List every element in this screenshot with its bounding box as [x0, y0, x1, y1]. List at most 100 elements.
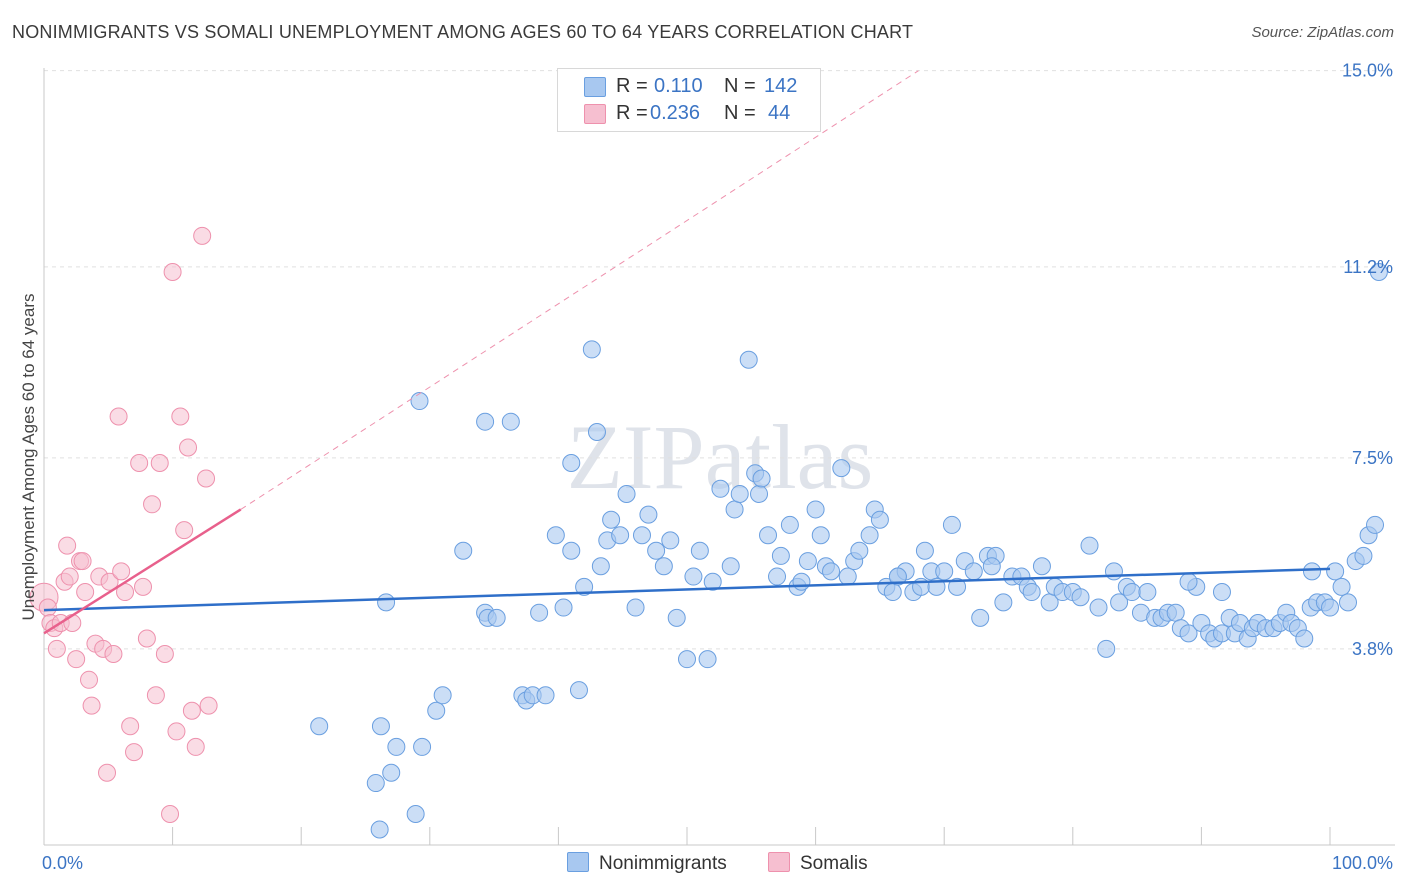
somalis-point: [130, 453, 149, 472]
somalis-point: [143, 495, 162, 514]
nonimmigrants-point: [1110, 593, 1129, 612]
somalis-point: [146, 686, 165, 705]
x-tick-label: 0.0%: [42, 853, 83, 873]
somalis-point: [175, 521, 194, 540]
trend-lines: [43, 70, 1331, 635]
somalis-point: [47, 639, 66, 658]
somalis-point: [82, 696, 101, 715]
somalis-point: [167, 722, 186, 741]
nonimmigrants-points: [310, 262, 1388, 839]
somalis-point: [179, 438, 198, 457]
nonimmigrants-point: [1022, 583, 1041, 602]
nonimmigrants-point: [575, 577, 594, 596]
nonimmigrants-point: [838, 567, 857, 586]
somalis-point: [125, 743, 144, 762]
nonimmigrants-point: [1302, 562, 1321, 581]
nonimmigrants-point: [832, 459, 851, 478]
nonimmigrants-point: [536, 686, 555, 705]
nonimmigrants-point: [554, 598, 573, 617]
nonimmigrants-trend-line: [43, 567, 1331, 612]
legend-r-value: 0.236: [650, 102, 701, 124]
nonimmigrants-point: [1097, 639, 1116, 658]
somalis-point: [171, 407, 190, 426]
somalis-point: [104, 644, 123, 663]
nonimmigrants-point: [626, 598, 645, 617]
nonimmigrants-point: [798, 552, 817, 571]
nonimmigrants-point: [964, 562, 983, 581]
nonimmigrants-point: [667, 608, 686, 627]
nonimmigrants-point: [971, 608, 990, 627]
nonimmigrants-point: [750, 484, 769, 503]
nonimmigrants-point: [370, 820, 389, 839]
nonimmigrants-point: [1122, 583, 1141, 602]
nonimmigrants-point: [1366, 515, 1385, 534]
x-tick-label: 100.0%: [1332, 853, 1393, 873]
nonimmigrants-point: [1032, 557, 1051, 576]
nonimmigrants-point: [366, 774, 385, 793]
somalis-point: [121, 717, 140, 736]
nonimmigrants-point: [1326, 562, 1345, 581]
nonimmigrants-point: [602, 510, 621, 529]
somalis-point: [150, 453, 169, 472]
nonimmigrants-point: [371, 717, 390, 736]
nonimmigrants-point: [698, 650, 717, 669]
nonimmigrants-point: [883, 583, 902, 602]
nonimmigrants-point: [1339, 593, 1358, 612]
legend-label: Nonimmigrants: [599, 853, 727, 874]
somalis-trend-extension: [240, 70, 919, 510]
chart-title: NONIMMIGRANTS VS SOMALI UNEMPLOYMENT AMO…: [12, 22, 914, 42]
legend-n-value: 142: [764, 75, 798, 97]
nonimmigrants-point: [994, 593, 1013, 612]
nonimmigrants-point: [406, 805, 425, 824]
nonimmigrants-point: [487, 608, 506, 627]
somalis-point: [109, 407, 128, 426]
somalis-point: [199, 696, 218, 715]
somalis-point: [134, 577, 153, 596]
nonimmigrants-point: [632, 526, 651, 545]
nonimmigrants-point: [752, 469, 771, 488]
nonimmigrants-point: [1212, 583, 1231, 602]
somalis-point: [60, 567, 79, 586]
gridlines: [44, 70, 1395, 650]
y-tick-label: 15.0%: [1342, 61, 1393, 81]
nonimmigrants-swatch: [567, 852, 589, 872]
nonimmigrants-point: [678, 650, 696, 669]
nonimmigrants-point: [654, 557, 673, 576]
nonimmigrants-point: [1179, 624, 1198, 643]
nonimmigrants-point: [1179, 572, 1198, 591]
nonimmigrants-point: [1332, 577, 1351, 596]
nonimmigrants-point: [433, 686, 452, 705]
legend-n-value: 44: [768, 102, 791, 124]
source-label: Source: ZipAtlas.com: [1251, 24, 1394, 41]
tick-labels: 3.8% 7.5% 11.2% 15.0% 0.0% 100.0%: [42, 61, 1393, 873]
nonimmigrants-point: [860, 526, 879, 545]
somalis-point: [112, 562, 131, 581]
nonimmigrants-point: [703, 572, 722, 591]
nonimmigrants-point: [684, 567, 703, 586]
nonimmigrants-point: [530, 603, 549, 622]
nonimmigrants-point: [935, 562, 954, 581]
nonimmigrants-point: [822, 562, 841, 581]
nonimmigrants-point: [806, 500, 825, 519]
somalis-point: [100, 572, 119, 591]
nonimmigrants-point: [377, 593, 396, 612]
nonimmigrants-point: [721, 557, 740, 576]
nonimmigrants-point: [1295, 629, 1314, 648]
nonimmigrants-point: [870, 510, 889, 529]
nonimmigrants-point: [647, 541, 666, 560]
nonimmigrants-point: [562, 541, 581, 560]
nonimmigrants-point: [771, 546, 790, 565]
bottom-legend-somalis: Somalis: [768, 852, 868, 875]
nonimmigrants-point: [948, 577, 967, 596]
nonimmigrants-point: [546, 526, 565, 545]
y-tick-label: 7.5%: [1352, 448, 1393, 468]
nonimmigrants-point: [811, 526, 830, 545]
somalis-point: [193, 226, 212, 245]
nonimmigrants-point: [739, 350, 758, 369]
somalis-point: [38, 598, 57, 617]
nonimmigrants-point: [661, 531, 680, 550]
nonimmigrants-point: [617, 484, 636, 503]
legend-n-label: N =: [724, 102, 756, 124]
somalis-point: [197, 469, 216, 488]
